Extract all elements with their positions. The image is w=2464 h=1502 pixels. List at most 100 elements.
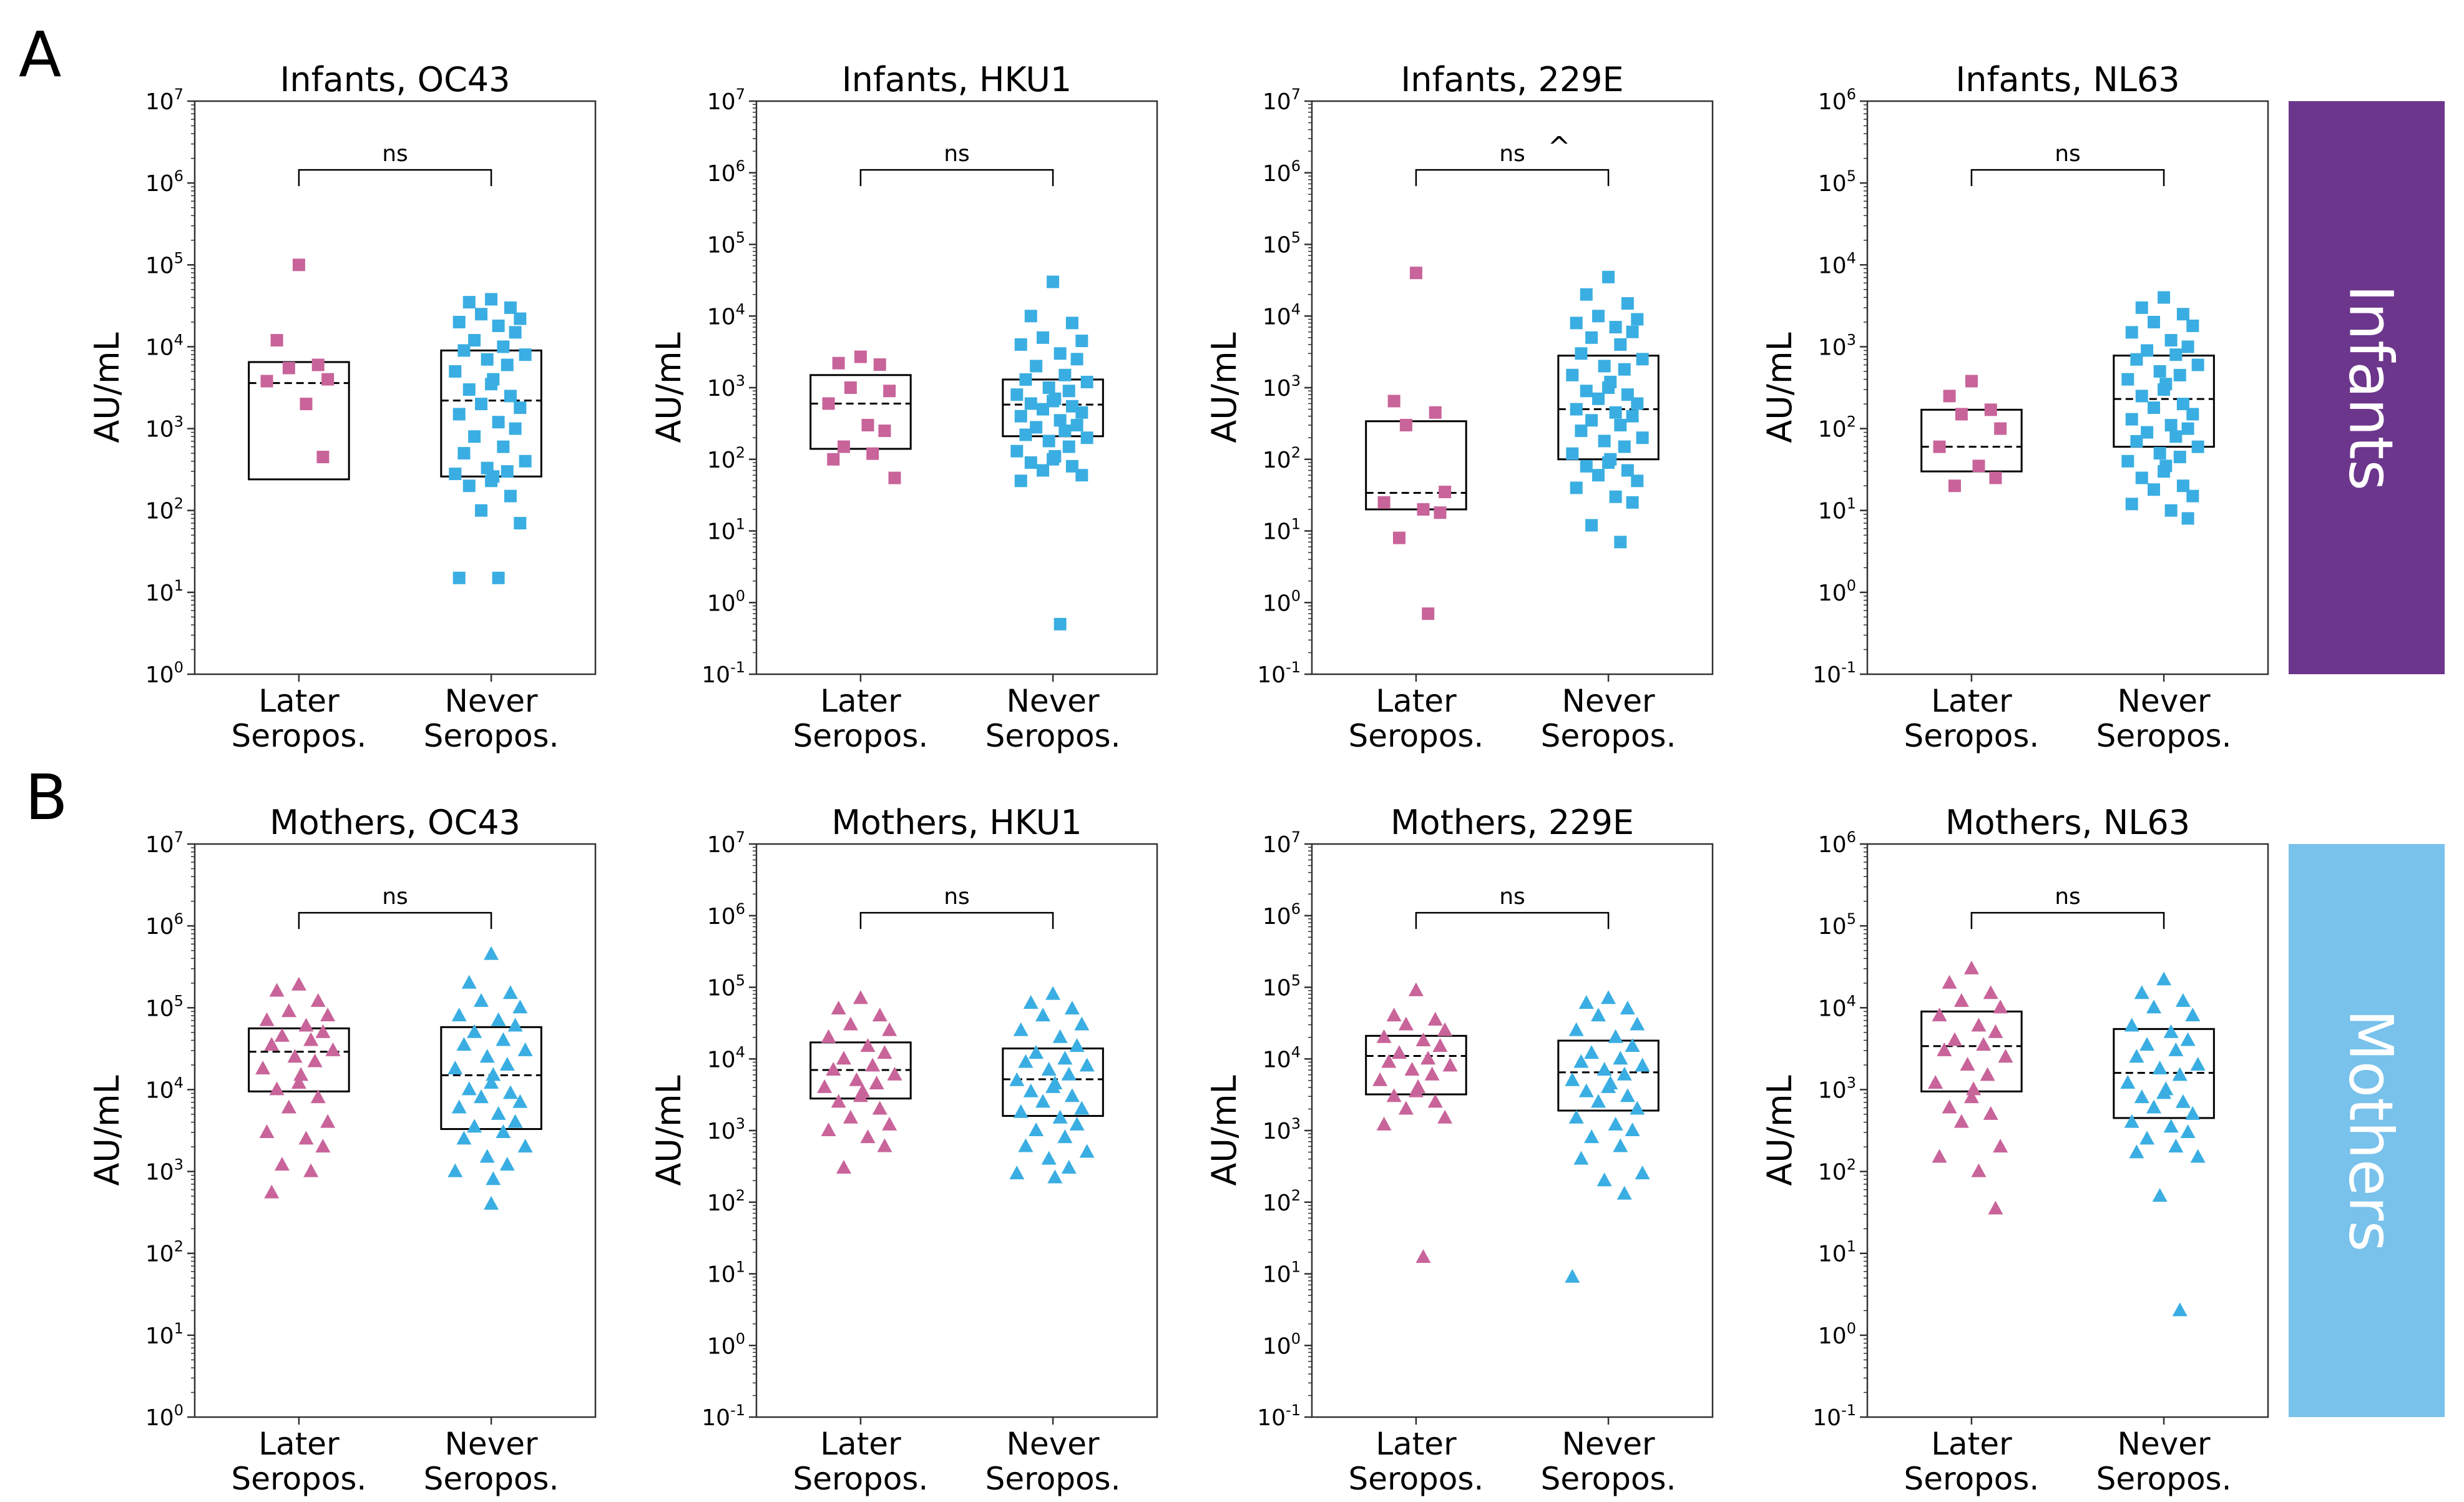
mothers-nl63-point-later [1947,1032,1962,1046]
infants-hku1-point-never [1024,456,1037,469]
infants-229e-point-never [1585,331,1598,344]
infants-nl63-point-never [2135,471,2148,484]
infants-229e-point-never [1580,385,1593,398]
infants-oc43-point-never [514,401,527,415]
infants-229e-point-never [1585,519,1598,532]
infants-oc43-point-never [514,517,527,530]
mothers-oc43-point-never [517,1042,533,1056]
infants-oc43-point-never [457,447,471,460]
infants-nl63-point-later [1933,440,1946,453]
infants-oc43-box-later [248,361,350,481]
infants-hku1-point-never [1070,419,1083,432]
infants-hku1-point-later [866,447,879,460]
mothers-229e-significance-bracket [1415,911,1610,930]
mothers-nl63-point-never [2139,1131,2155,1145]
mothers-nl63-point-never [2175,1094,2191,1108]
mothers-229e-box-never [1557,1039,1660,1112]
infants-oc43-point-later [260,375,273,388]
infants-hku1-ytick-label: 100 [707,587,745,616]
mothers-229e-point-never [1625,1122,1640,1136]
mothers-hku1-point-never [1023,994,1039,1009]
infants-nl63-point-later [1948,479,1961,493]
mothers-oc43-point-later [310,1089,326,1104]
mothers-hku1-point-never [1074,1101,1090,1115]
mothers-229e-point-never [1620,1088,1635,1102]
mothers-229e-point-later [1427,1094,1443,1108]
infants-oc43-point-never [449,365,462,378]
mothers-hku1-point-later [877,1045,892,1059]
mothers-nl63-point-later [1980,1067,1995,1081]
infants-oc43-point-later [282,361,295,375]
infants-hku1-point-never [1019,428,1032,441]
mothers-oc43-point-never [474,993,489,1007]
side-label-mothers: Mothers [2336,1009,2406,1252]
mothers-nl63-xtick-label: Seropos. [2096,1461,2232,1497]
infants-oc43-point-never [519,454,532,468]
mothers-229e-point-never [1596,1062,1612,1076]
mothers-hku1-point-never [1057,1051,1073,1065]
infants-hku1-point-never [1080,431,1093,444]
infants-oc43-point-never [509,422,522,435]
mothers-oc43-point-later [298,1018,314,1032]
infants-oc43-xtick-label: Never [445,683,539,719]
infants-nl63-point-never [2176,479,2189,493]
infants-nl63-ytick-label: 106 [1818,86,1856,115]
mothers-oc43-point-later [315,1024,331,1038]
plots: Infants, OC43 AU/mL 100 101 102 103 104 105 106 1… [87,60,2269,1497]
mothers-hku1-point-later [831,1001,846,1015]
mothers-nl63-point-later [1932,1007,1947,1021]
infants-oc43-ytick-label: 101 [145,577,183,606]
mothers-hku1-point-later [872,1008,887,1022]
infants-hku1-point-never [1054,347,1067,360]
infants-229e-point-never [1631,397,1644,410]
mothers-oc43-point-later [307,1053,323,1068]
infants-nl63-point-never [2191,358,2204,371]
mothers-nl63-ytick-label: 102 [1818,1156,1856,1185]
mothers-229e-xtick-label: Later [1376,1426,1457,1462]
mothers-nl63-point-later [1942,1099,1957,1114]
infants-hku1-point-later [822,397,835,410]
infants-oc43-point-never [475,308,488,321]
mothers-nl63-point-never [2134,985,2149,999]
infants-hku1-point-later [827,453,840,466]
mothers-hku1-ylabel: AU/mL [649,1075,688,1185]
mothers-nl63-point-later [1963,1089,1979,1104]
mothers-hku1-point-later [860,1038,876,1053]
mothers-229e-point-never [1608,1116,1623,1131]
infants-oc43-point-never [497,440,510,453]
mothers-oc43-point-later [264,1037,280,1051]
mothers-oc43-point-never [491,1012,506,1026]
infants-229e-point-never [1609,321,1622,334]
infants-nl63-point-never [2181,512,2194,525]
mothers-oc43-point-never [467,1119,482,1133]
infants-hku1-point-never [1010,388,1024,401]
mothers-229e-point-later [1408,1083,1424,1097]
mothers-nl63-point-later [1998,1049,2013,1063]
infants-oc43-point-never [475,398,488,411]
infants-nl63-point-never [2125,413,2138,426]
mothers-oc43-point-later [287,1049,303,1063]
mothers-nl63-point-later [1971,1018,1987,1032]
infants-229e-point-never [1609,490,1622,503]
mothers-hku1-point-never [1057,1129,1073,1144]
mothers-oc43-point-never [479,1049,495,1063]
mothers-hku1-xtick-label: Later [820,1426,901,1462]
infants-hku1-point-later [844,381,857,394]
infants-hku1-point-never [1054,617,1067,631]
mothers-oc43-significance-bracket [298,911,492,930]
mothers-hku1-point-never [1013,1104,1029,1118]
infants-hku1-chart: Infants, HKU1 AU/mL 10-1 100 101 102 103 104 105… [649,60,1158,754]
infants-229e-point-never [1602,456,1615,469]
infants-229e-xtick-label: Seropos. [1349,718,1484,754]
mothers-229e-axes-frame [1311,843,1714,1418]
infants-oc43-point-never [452,571,466,584]
mothers-oc43-point-never [484,946,499,960]
infants-229e-point-never [1570,481,1583,494]
mothers-oc43-point-later [310,993,326,1007]
infants-229e-point-never [1592,392,1605,405]
infants-nl63-point-never [2186,319,2199,332]
infants-229e-point-later [1434,506,1447,519]
mothers-oc43-point-later [303,1163,319,1177]
mothers-hku1-xtick-label: Never [1007,1426,1100,1462]
infants-oc43-point-never [462,383,476,396]
